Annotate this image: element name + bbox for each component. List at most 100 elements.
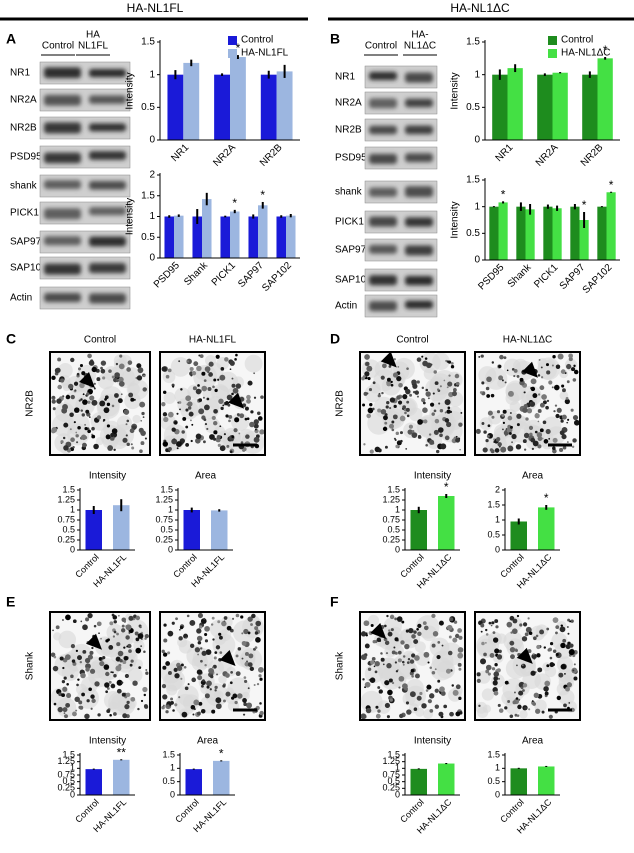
punctum xyxy=(247,662,253,667)
punctum xyxy=(247,380,253,386)
punctum xyxy=(422,621,427,626)
punctum xyxy=(232,693,238,699)
punctum xyxy=(455,711,461,717)
punctum xyxy=(485,669,490,674)
punctum xyxy=(109,621,114,626)
punctum xyxy=(139,449,143,454)
punctum xyxy=(457,647,464,653)
punctum xyxy=(498,375,504,381)
texture xyxy=(414,641,426,653)
punctum xyxy=(130,397,135,402)
punctum xyxy=(97,713,101,717)
punctum xyxy=(528,708,531,711)
punctum xyxy=(183,665,187,669)
punctum xyxy=(486,376,492,383)
punctum xyxy=(204,664,207,667)
punctum xyxy=(527,617,530,620)
punctum xyxy=(406,400,410,404)
bar xyxy=(410,768,427,795)
blot-band xyxy=(89,68,126,78)
texture xyxy=(446,406,463,422)
punctum xyxy=(253,396,257,399)
blot-strip xyxy=(364,268,438,292)
punctum xyxy=(417,419,423,425)
arrowhead xyxy=(522,361,538,378)
punctum xyxy=(455,381,460,386)
punctum xyxy=(427,397,430,400)
punctum xyxy=(235,353,238,357)
punctum xyxy=(102,656,106,660)
punctum xyxy=(86,699,90,703)
y-tick-label: 0.75 xyxy=(382,769,400,779)
chart-title: Intensity xyxy=(89,471,126,482)
legend-label: HA-NL1FL xyxy=(241,48,289,59)
punctum xyxy=(223,616,228,620)
punctum xyxy=(417,435,422,439)
punctum xyxy=(394,617,398,621)
texture xyxy=(232,376,244,388)
punctum xyxy=(365,707,372,714)
punctum xyxy=(223,620,226,623)
punctum xyxy=(257,416,263,421)
punctum xyxy=(246,398,251,404)
punctum xyxy=(406,661,410,664)
punctum xyxy=(196,635,203,642)
punctum xyxy=(204,639,209,643)
punctum xyxy=(402,660,405,664)
punctum xyxy=(571,445,575,449)
punctum xyxy=(126,700,130,705)
punctum xyxy=(99,660,105,667)
punctum xyxy=(55,367,61,373)
punctum xyxy=(507,415,513,421)
punctum xyxy=(246,702,253,709)
texture xyxy=(204,417,221,434)
punctum xyxy=(203,440,206,444)
texture xyxy=(537,360,557,380)
punctum xyxy=(115,362,119,366)
punctum xyxy=(391,428,395,432)
punctum xyxy=(497,677,501,680)
punctum xyxy=(199,354,204,359)
punctum xyxy=(128,631,131,634)
punctum xyxy=(548,647,553,652)
punctum xyxy=(213,378,217,382)
punctum xyxy=(542,400,547,405)
punctum xyxy=(82,393,85,396)
punctum xyxy=(520,686,524,690)
x-tick-label: PSD95 xyxy=(476,262,506,292)
punctum xyxy=(394,438,397,441)
punctum xyxy=(448,635,452,639)
punctum xyxy=(530,378,537,385)
y-tick-label: 1 xyxy=(70,504,75,514)
punctum xyxy=(228,419,231,423)
punctum xyxy=(446,409,451,414)
punctum xyxy=(214,689,217,692)
punctum xyxy=(551,386,554,389)
blot-row-label: NR2B xyxy=(10,123,37,134)
punctum xyxy=(382,663,385,666)
punctum xyxy=(91,366,97,373)
punctum xyxy=(119,659,123,663)
punctum xyxy=(447,406,451,410)
punctum xyxy=(384,624,387,628)
punctum xyxy=(416,695,422,701)
punctum xyxy=(569,643,574,648)
punctum xyxy=(434,381,439,386)
punctum xyxy=(62,686,68,692)
y-tick-label: 1 xyxy=(70,763,75,773)
y-tick-label: 1 xyxy=(474,201,480,212)
punctum xyxy=(254,646,258,649)
arrowhead xyxy=(219,650,236,666)
y-tick-label: 0 xyxy=(474,255,480,266)
punctum xyxy=(106,687,110,690)
punctum xyxy=(210,623,214,626)
punctum xyxy=(120,393,123,396)
y-tick-label: 1.5 xyxy=(141,190,155,201)
punctum xyxy=(457,652,464,659)
punctum xyxy=(207,387,212,391)
significance: * xyxy=(603,43,608,57)
punctum xyxy=(493,438,496,441)
punctum xyxy=(191,677,197,683)
blot-band xyxy=(369,275,397,286)
panel-letter: C xyxy=(6,331,16,347)
